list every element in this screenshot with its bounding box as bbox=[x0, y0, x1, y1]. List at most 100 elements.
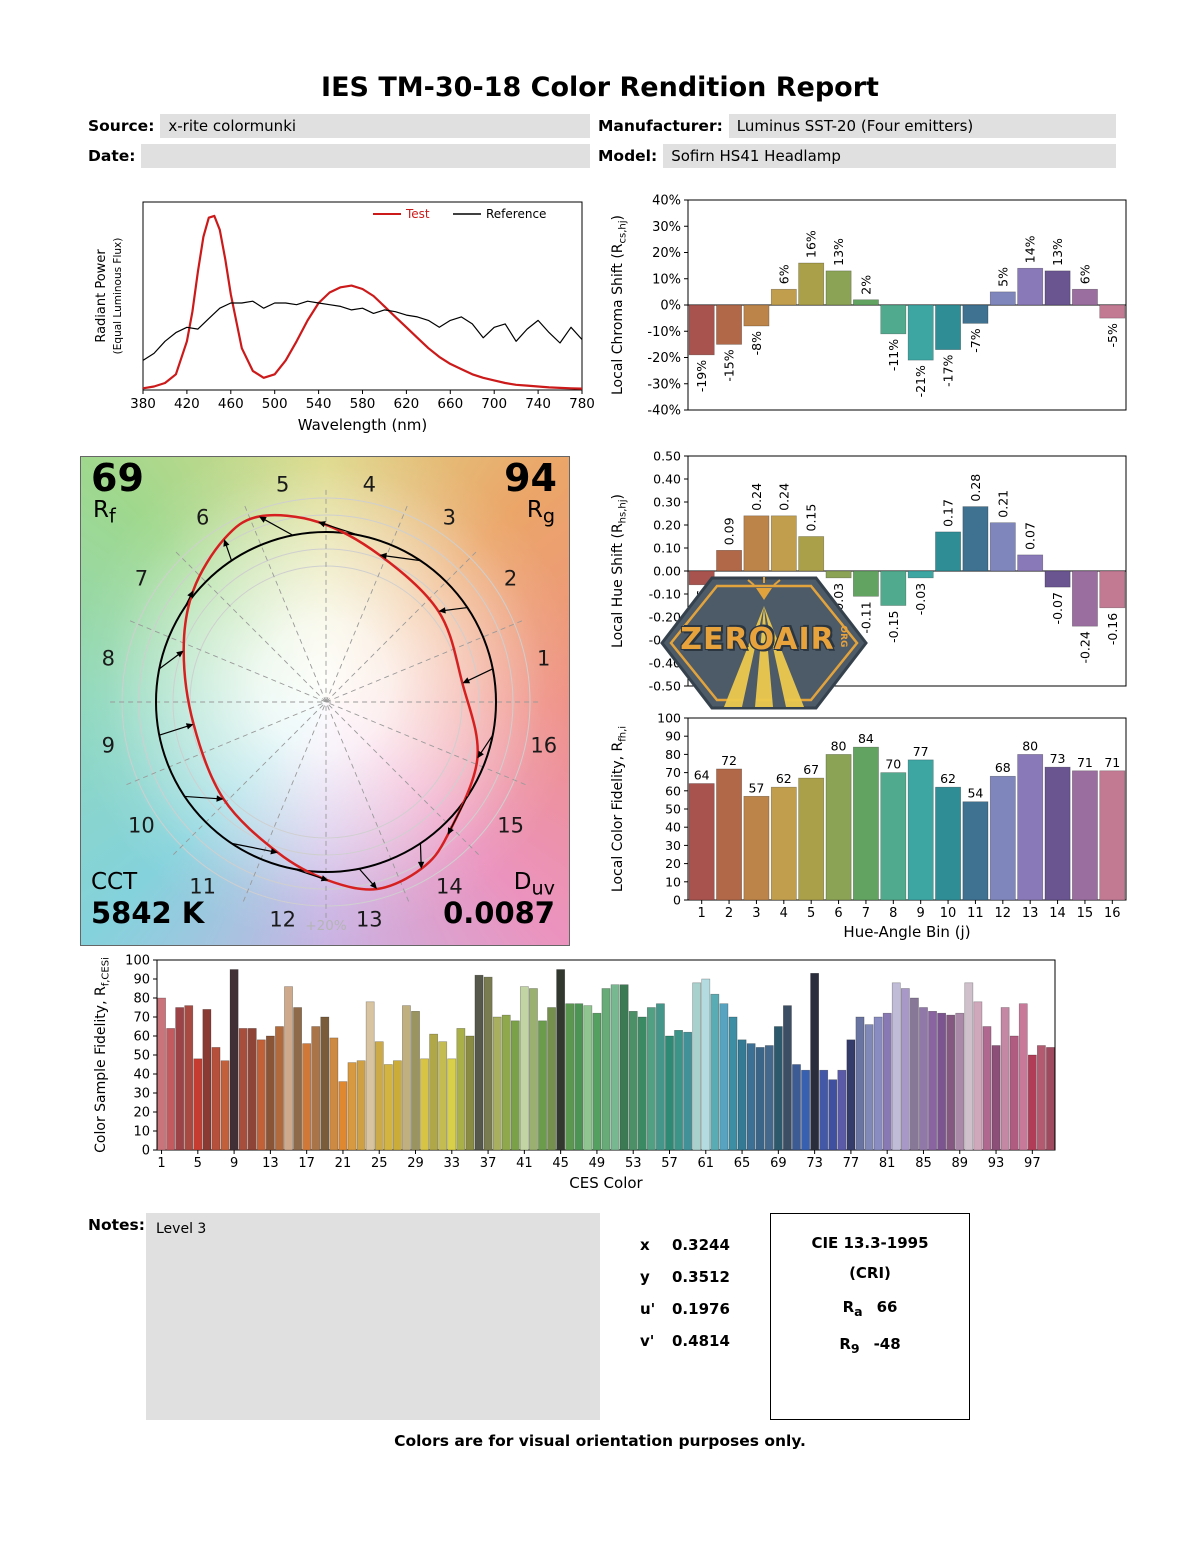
svg-text:10%: 10% bbox=[652, 272, 681, 287]
svg-text:9: 9 bbox=[102, 733, 115, 757]
svg-text:1: 1 bbox=[537, 647, 550, 671]
svg-text:8: 8 bbox=[102, 647, 115, 671]
svg-text:80: 80 bbox=[1022, 738, 1038, 753]
svg-text:5: 5 bbox=[194, 1156, 202, 1171]
svg-text:84: 84 bbox=[858, 731, 874, 746]
svg-text:14: 14 bbox=[436, 875, 463, 899]
svg-text:-20%: -20% bbox=[647, 351, 681, 366]
svg-text:37: 37 bbox=[480, 1156, 497, 1171]
light-beam-icon bbox=[724, 606, 804, 707]
svg-text:9: 9 bbox=[917, 906, 925, 921]
notes-field[interactable]: Level 3 bbox=[146, 1213, 600, 1420]
svg-text:Local Chroma Shift (Rcs,hj): Local Chroma Shift (Rcs,hj) bbox=[610, 215, 629, 395]
svg-text:660: 660 bbox=[437, 396, 463, 412]
date-field[interactable] bbox=[141, 144, 590, 168]
svg-text:30: 30 bbox=[133, 1087, 150, 1102]
svg-text:73: 73 bbox=[1050, 751, 1066, 766]
rg-value: 94 bbox=[504, 456, 557, 500]
svg-text:10: 10 bbox=[128, 813, 155, 837]
chromaticity-x-row: x 0.3244 bbox=[640, 1236, 730, 1254]
svg-text:500: 500 bbox=[262, 396, 288, 412]
date-row: Date: bbox=[88, 144, 590, 168]
svg-text:0.40: 0.40 bbox=[653, 472, 681, 487]
chromaticity-v-row: v' 0.4814 bbox=[640, 1332, 730, 1350]
svg-text:0.17: 0.17 bbox=[941, 499, 956, 527]
svg-text:4: 4 bbox=[363, 472, 376, 496]
svg-text:1: 1 bbox=[698, 906, 706, 921]
svg-text:0%: 0% bbox=[660, 299, 681, 314]
manufacturer-row: Manufacturer: Luminus SST-20 (Four emitt… bbox=[598, 114, 1116, 138]
svg-text:Radiant Power: Radiant Power bbox=[94, 249, 109, 343]
watermark-org: .ORG bbox=[837, 622, 848, 648]
svg-text:0.09: 0.09 bbox=[722, 517, 737, 545]
svg-text:2: 2 bbox=[504, 567, 517, 591]
svg-text:700: 700 bbox=[481, 396, 507, 412]
svg-text:540: 540 bbox=[306, 396, 332, 412]
svg-text:-15%: -15% bbox=[722, 349, 737, 381]
svg-text:30%: 30% bbox=[652, 220, 681, 235]
svg-text:14: 14 bbox=[1049, 906, 1066, 921]
svg-text:21: 21 bbox=[335, 1156, 352, 1171]
notes-label: Notes: bbox=[88, 1216, 145, 1234]
svg-text:33: 33 bbox=[444, 1156, 461, 1171]
r9-value: -48 bbox=[873, 1335, 901, 1353]
color-vector-graphic: 1 2 3 4 5 6 7 8 9 10 11 12 13 14 15 16 +20% 69 Rf 94 Rg … bbox=[80, 456, 570, 946]
svg-text:-0.20: -0.20 bbox=[649, 610, 681, 625]
cri-title: CIE 13.3-1995 bbox=[811, 1234, 929, 1252]
svg-text:13: 13 bbox=[1022, 906, 1039, 921]
svg-text:0.30: 0.30 bbox=[653, 495, 681, 510]
svg-text:-11%: -11% bbox=[886, 339, 901, 371]
svg-text:60: 60 bbox=[665, 783, 681, 798]
lamp-icon bbox=[756, 588, 772, 600]
svg-text:6%: 6% bbox=[1077, 264, 1092, 284]
svg-text:6: 6 bbox=[196, 505, 209, 529]
svg-text:12: 12 bbox=[995, 906, 1012, 921]
source-field[interactable]: x-rite colormunki bbox=[160, 114, 590, 138]
svg-text:Color Sample Fidelity, Rf,CESi: Color Sample Fidelity, Rf,CESi bbox=[93, 957, 112, 1153]
svg-text:2: 2 bbox=[725, 906, 733, 921]
svg-text:CES Color: CES Color bbox=[569, 1174, 643, 1192]
svg-text:57: 57 bbox=[748, 780, 764, 795]
svg-text:3: 3 bbox=[443, 505, 456, 529]
svg-text:40: 40 bbox=[665, 820, 681, 835]
svg-text:1: 1 bbox=[157, 1156, 165, 1171]
svg-text:11: 11 bbox=[967, 906, 984, 921]
svg-text:16: 16 bbox=[1104, 906, 1121, 921]
svg-text:740: 740 bbox=[525, 396, 551, 412]
svg-text:0.28: 0.28 bbox=[968, 474, 983, 502]
svg-text:64: 64 bbox=[694, 768, 710, 783]
svg-text:77: 77 bbox=[913, 744, 929, 759]
svg-text:3: 3 bbox=[752, 906, 760, 921]
svg-text:20: 20 bbox=[665, 856, 681, 871]
r9-label: R9 bbox=[839, 1335, 860, 1356]
svg-text:73: 73 bbox=[806, 1156, 823, 1171]
spectral-power-distribution-chart: 380 420 460 500 540 580 620 660 700 740 780 Wavelen… bbox=[94, 201, 595, 434]
model-field[interactable]: Sofirn HS41 Headlamp bbox=[663, 144, 1116, 168]
svg-text:13%: 13% bbox=[831, 238, 846, 266]
svg-text:-0.10: -0.10 bbox=[649, 587, 681, 602]
svg-text:72: 72 bbox=[721, 753, 737, 768]
svg-text:40%: 40% bbox=[652, 194, 681, 209]
svg-text:89: 89 bbox=[951, 1156, 968, 1171]
svg-text:Reference: Reference bbox=[486, 207, 546, 221]
svg-text:67: 67 bbox=[803, 762, 819, 777]
svg-text:+20%: +20% bbox=[305, 918, 346, 934]
local-hue-shift-chart: 0.500.400.300.200.100.00-0.10-0.20-0.30-… bbox=[610, 449, 1127, 694]
svg-text:0: 0 bbox=[142, 1144, 150, 1159]
svg-text:13%: 13% bbox=[1050, 238, 1065, 266]
model-row: Model: Sofirn HS41 Headlamp bbox=[598, 144, 1116, 168]
rf-label: Rf bbox=[93, 497, 116, 528]
date-label: Date: bbox=[88, 147, 136, 165]
svg-text:580: 580 bbox=[350, 396, 376, 412]
svg-text:16: 16 bbox=[530, 733, 557, 757]
svg-text:-8%: -8% bbox=[749, 331, 764, 355]
svg-text:61: 61 bbox=[698, 1156, 715, 1171]
svg-text:80: 80 bbox=[133, 992, 150, 1007]
manufacturer-field[interactable]: Luminus SST-20 (Four emitters) bbox=[728, 114, 1116, 138]
cri-ra-row: Ra 66 bbox=[771, 1298, 969, 1319]
svg-text:70: 70 bbox=[665, 765, 681, 780]
svg-text:Wavelength (nm): Wavelength (nm) bbox=[298, 416, 428, 434]
svg-text:85: 85 bbox=[915, 1156, 932, 1171]
svg-text:5%: 5% bbox=[995, 267, 1010, 287]
